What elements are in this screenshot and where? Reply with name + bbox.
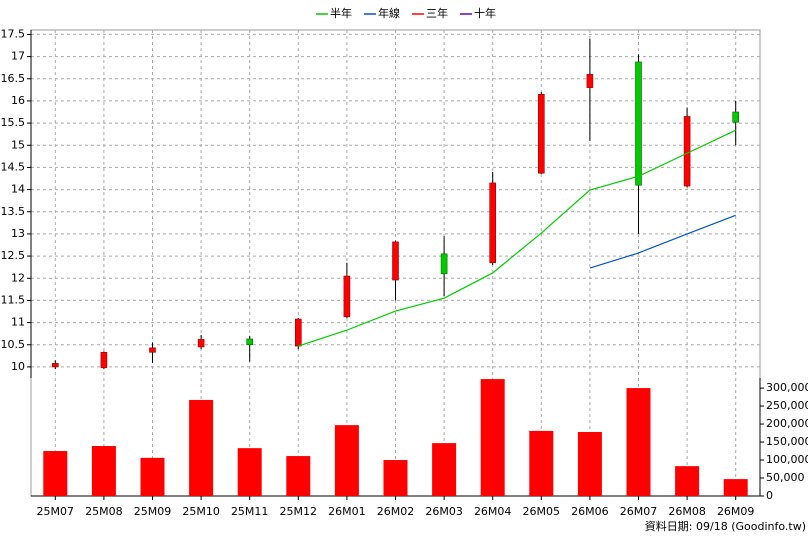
candle-body	[489, 182, 497, 264]
volume-bar	[286, 456, 311, 496]
y-tick-label: 10.5	[1, 338, 26, 351]
y-tick-label: 14.5	[1, 160, 26, 173]
y2-tick-label: 50,000	[766, 471, 805, 484]
volume-bar	[480, 379, 505, 496]
y-tick-label: 17	[11, 50, 25, 63]
x-tick-label: 25M12	[280, 505, 318, 518]
candle-body	[246, 338, 253, 346]
x-tick-label: 26M06	[571, 505, 609, 518]
x-tick-label: 26M04	[474, 505, 512, 518]
y2-tick-label: 0	[766, 489, 773, 502]
candle-body	[732, 111, 740, 123]
legend-label: 三年	[426, 6, 448, 20]
volume-bar	[91, 445, 116, 496]
y2-tick-label: 100,000	[766, 453, 808, 466]
y-tick-label: 10	[11, 360, 25, 373]
x-tick-label: 26M01	[328, 505, 366, 518]
y-tick-label: 15.5	[1, 116, 26, 129]
legend-label: 十年	[474, 6, 496, 20]
y-tick-label: 16.5	[1, 72, 26, 85]
x-tick-label: 25M08	[85, 505, 123, 518]
volume-bar	[626, 388, 651, 496]
x-tick-label: 26M05	[523, 505, 561, 518]
x-tick-label: 25M11	[231, 505, 269, 518]
y-tick-label: 14	[11, 183, 25, 196]
y2-tick-label: 200,000	[766, 417, 808, 430]
legend-label: 年線	[378, 6, 400, 20]
volume-bar	[529, 430, 554, 496]
candle-body	[294, 318, 302, 347]
candle-body	[51, 363, 59, 368]
volume-bar	[237, 448, 262, 496]
y-tick-label: 11.5	[1, 293, 26, 306]
candle-body	[149, 347, 156, 353]
volume-bar	[140, 457, 165, 496]
volume-bar	[723, 479, 748, 496]
x-tick-label: 26M08	[668, 505, 706, 518]
y-tick-label: 16	[11, 94, 25, 107]
x-tick-label: 26M02	[377, 505, 415, 518]
y2-tick-label: 150,000	[766, 435, 808, 448]
volume-bar	[383, 460, 408, 496]
footnote: 資料日期: 09/18 (Goodinfo.tw)	[645, 519, 806, 533]
y-tick-label: 12	[11, 271, 25, 284]
volume-bar	[432, 443, 457, 496]
x-tick-label: 25M07	[37, 505, 75, 518]
x-tick-label: 25M09	[134, 505, 172, 518]
volume-bar	[43, 451, 68, 496]
candle-body	[537, 93, 545, 174]
volume-bar	[675, 466, 700, 496]
y-tick-label: 13	[11, 227, 25, 240]
candle-body	[635, 61, 642, 186]
candle-body	[440, 253, 448, 275]
candle-body	[343, 275, 351, 318]
candle-body	[683, 116, 691, 187]
y-tick-label: 15	[11, 138, 25, 151]
ma-line	[589, 214, 736, 269]
x-tick-label: 26M03	[425, 505, 463, 518]
candle-body	[197, 339, 205, 348]
y-tick-label: 11	[11, 316, 25, 329]
volume-bar	[189, 399, 214, 496]
candle-body	[586, 74, 594, 88]
ma-line	[298, 129, 736, 347]
candle-body	[392, 241, 399, 281]
y-tick-label: 17.5	[1, 27, 26, 40]
y2-tick-label: 250,000	[766, 399, 808, 412]
volume-bar	[577, 431, 602, 496]
y-tick-label: 12.5	[1, 249, 26, 262]
x-tick-label: 25M10	[182, 505, 220, 518]
x-tick-label: 26M09	[717, 505, 755, 518]
candle-body	[100, 351, 108, 369]
legend-label: 半年	[330, 6, 352, 20]
x-tick-label: 26M07	[620, 505, 658, 518]
volume-bar	[334, 425, 359, 496]
y-tick-label: 13.5	[1, 205, 26, 218]
y2-tick-label: 300,000	[766, 381, 808, 394]
